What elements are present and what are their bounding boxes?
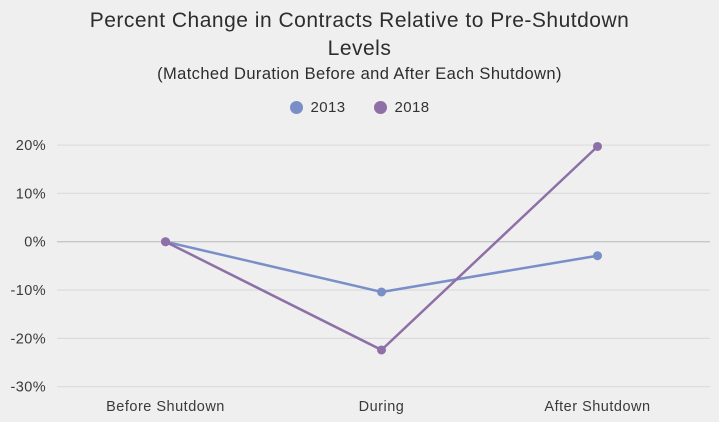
- chart-subtitle: (Matched Duration Before and After Each …: [157, 65, 562, 84]
- x-axis-category-label: During: [359, 399, 405, 415]
- legend-label-2013: 2013: [310, 99, 346, 117]
- legend-item-2018: 2018: [373, 99, 430, 117]
- y-axis-tick-label: 0%: [24, 235, 46, 251]
- chart-header: Percent Change in Contracts Relative to …: [0, 0, 719, 130]
- line-chart-plot-area: 20% 10% 0% -10% -20% -30% Before Shutdown Durin…: [11, 138, 710, 415]
- legend-marker-2018-icon: [373, 101, 387, 115]
- y-axis-tick-label: -20%: [11, 331, 46, 347]
- data-point-2018: [161, 237, 170, 247]
- data-point-2013: [593, 251, 602, 261]
- chart-title: Percent Change in Contracts Relative to …: [89, 9, 630, 60]
- x-axis-category-label: After Shutdown: [544, 399, 650, 415]
- data-point-2018: [593, 141, 602, 151]
- chart-legend: 2013 2018: [0, 99, 719, 116]
- y-axis-tick-label: -30%: [11, 380, 46, 396]
- legend-marker-2013-icon: [289, 101, 303, 115]
- data-point-2013: [377, 287, 386, 297]
- legend-item-2013: 2013: [289, 99, 346, 117]
- data-point-2018: [377, 345, 386, 355]
- x-axis-category-label: Before Shutdown: [106, 399, 225, 415]
- y-axis-tick-label: 20%: [16, 138, 46, 154]
- series-line-2018: [164, 145, 599, 352]
- legend-label-2018: 2018: [394, 99, 430, 117]
- y-axis-tick-label: -10%: [11, 283, 46, 299]
- series-line-2013: [164, 240, 599, 294]
- y-axis-tick-label: 10%: [16, 186, 46, 202]
